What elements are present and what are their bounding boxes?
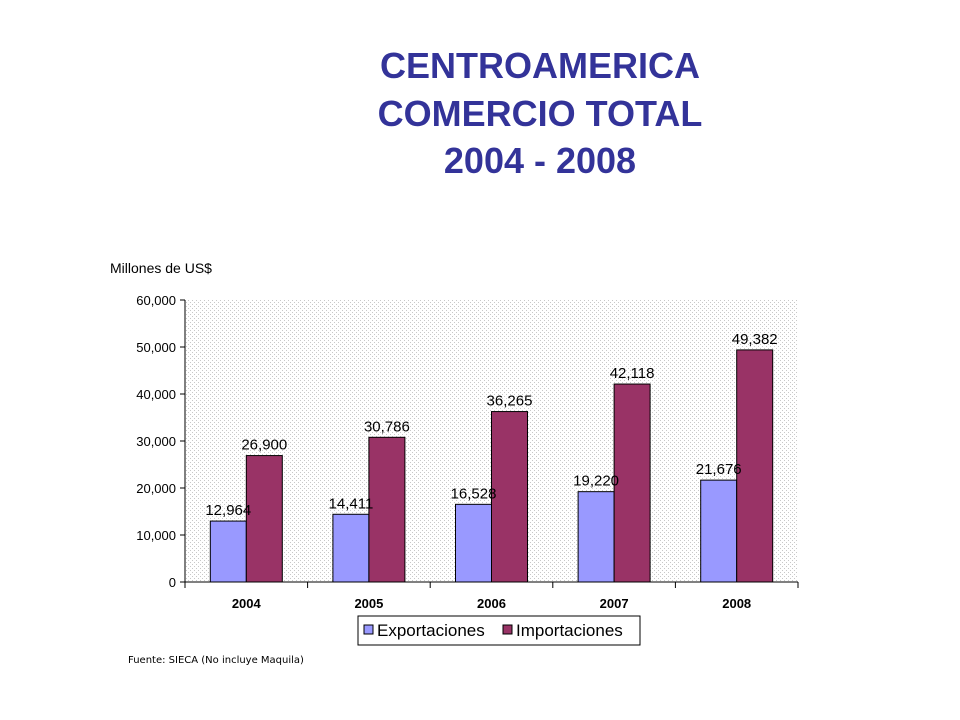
x-tick-label-2004: 2004 xyxy=(232,596,262,611)
bar-importaciones-2005 xyxy=(368,436,406,583)
page-title-line-3: 2004 - 2008 xyxy=(443,140,637,181)
y-tick-label: 30,000 xyxy=(136,434,176,449)
data-label-exportaciones-2006: 16,528 xyxy=(451,485,497,502)
data-label-importaciones-2005: 30,786 xyxy=(364,418,410,435)
legend-label-exportaciones: Exportaciones xyxy=(377,621,485,640)
y-tick-label: 20,000 xyxy=(136,481,176,496)
legend-label-importaciones: Importaciones xyxy=(516,621,623,640)
data-label-importaciones-2008: 49,382 xyxy=(732,331,778,348)
bar-importaciones-2006 xyxy=(491,411,528,583)
y-tick-label: 60,000 xyxy=(136,293,176,308)
data-label-exportaciones-2005: 14,411 xyxy=(329,495,374,512)
y-tick-label: 50,000 xyxy=(136,340,176,355)
bar-exportaciones-2004 xyxy=(209,520,247,583)
legend-swatch-importaciones xyxy=(502,624,513,635)
x-tick-label-2005: 2005 xyxy=(354,596,383,611)
source-note: Fuente: SIECA (No incluye Maquila) xyxy=(128,655,304,666)
x-tick-label-2007: 2007 xyxy=(600,596,629,611)
page-title-line-2: COMERCIO TOTAL xyxy=(377,93,703,134)
bar-exportaciones-2008 xyxy=(700,479,738,583)
data-label-importaciones-2006: 36,265 xyxy=(487,393,533,410)
y-tick-label: 0 xyxy=(169,575,176,590)
y-tick-label: 10,000 xyxy=(136,528,176,543)
legend: Exportaciones Importaciones xyxy=(357,615,641,646)
bar-exportaciones-2005 xyxy=(332,513,370,583)
y-tick-label: 40,000 xyxy=(136,387,176,402)
y-axis-label: Millones de US$ xyxy=(110,260,212,276)
legend-box xyxy=(357,615,641,646)
bar-importaciones-2008 xyxy=(736,349,774,583)
data-label-exportaciones-2008: 21,676 xyxy=(696,461,742,478)
bar-importaciones-2007 xyxy=(613,383,651,583)
bar-importaciones-2004 xyxy=(245,455,283,583)
legend-swatch-exportaciones xyxy=(363,624,374,635)
data-label-exportaciones-2004: 12,964 xyxy=(205,502,251,519)
bar-exportaciones-2007 xyxy=(577,491,615,583)
data-label-importaciones-2004: 26,900 xyxy=(241,437,287,454)
page-title-line-1: CENTROAMERICA xyxy=(380,45,700,86)
x-tick-label-2006: 2006 xyxy=(477,596,506,611)
data-label-exportaciones-2007: 19,220 xyxy=(573,473,619,490)
bar-exportaciones-2006 xyxy=(455,503,492,583)
data-label-importaciones-2007: 42,118 xyxy=(610,365,655,382)
x-tick-label-2008: 2008 xyxy=(722,596,751,611)
